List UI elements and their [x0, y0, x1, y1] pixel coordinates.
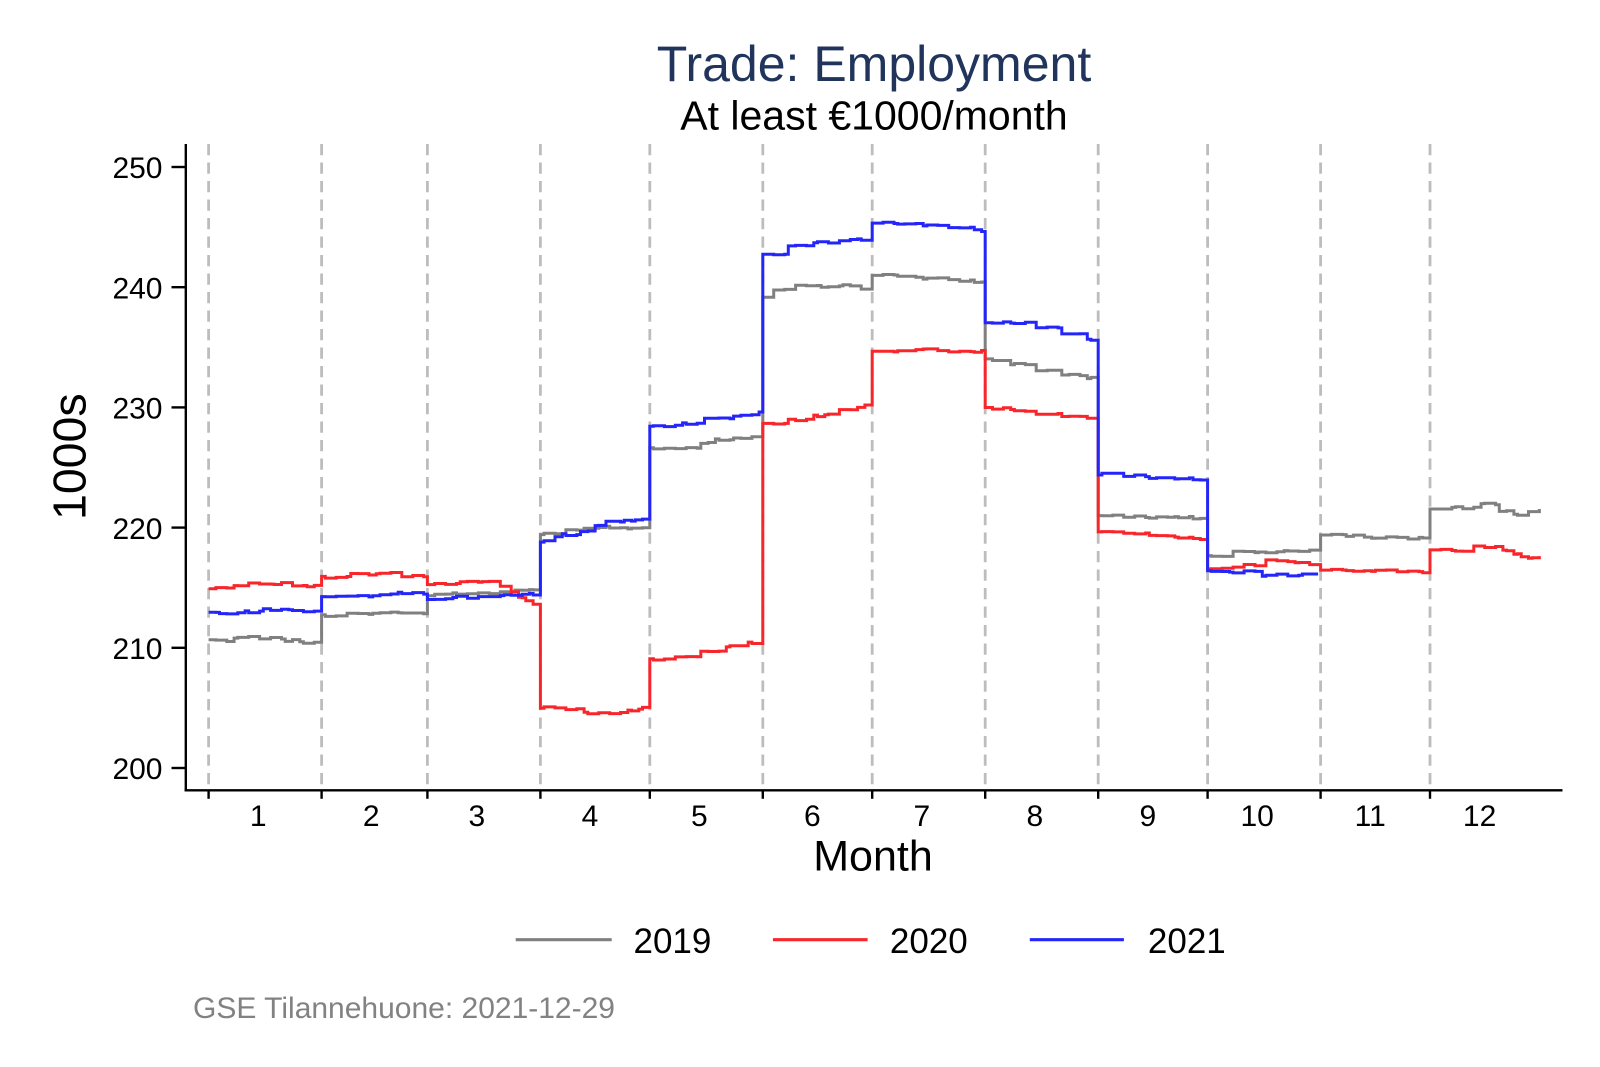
- svg-text:3: 3: [469, 800, 486, 833]
- svg-text:210: 210: [112, 633, 162, 666]
- svg-text:5: 5: [691, 800, 708, 833]
- svg-text:230: 230: [112, 393, 162, 426]
- svg-text:10: 10: [1241, 800, 1274, 833]
- svg-text:250: 250: [112, 152, 162, 185]
- svg-text:Trade: Employment: Trade: Employment: [657, 36, 1092, 92]
- svg-text:12: 12: [1463, 800, 1496, 833]
- svg-text:At least €1000/month: At least €1000/month: [680, 93, 1067, 139]
- svg-text:8: 8: [1026, 800, 1043, 833]
- svg-text:2019: 2019: [634, 922, 712, 961]
- svg-text:2: 2: [363, 800, 380, 833]
- svg-text:1: 1: [250, 800, 267, 833]
- svg-text:9: 9: [1139, 800, 1156, 833]
- svg-text:220: 220: [112, 513, 162, 546]
- svg-text:2020: 2020: [890, 922, 968, 961]
- svg-text:Month: Month: [813, 833, 933, 881]
- svg-text:6: 6: [804, 800, 821, 833]
- svg-text:240: 240: [112, 272, 162, 305]
- svg-text:GSE Tilannehuone: 2021-12-29: GSE Tilannehuone: 2021-12-29: [193, 992, 615, 1025]
- svg-text:11: 11: [1355, 800, 1386, 833]
- svg-text:7: 7: [913, 800, 930, 833]
- svg-text:1000s: 1000s: [44, 393, 96, 520]
- svg-text:200: 200: [112, 753, 162, 786]
- svg-text:2021: 2021: [1148, 922, 1226, 961]
- svg-text:4: 4: [582, 800, 599, 833]
